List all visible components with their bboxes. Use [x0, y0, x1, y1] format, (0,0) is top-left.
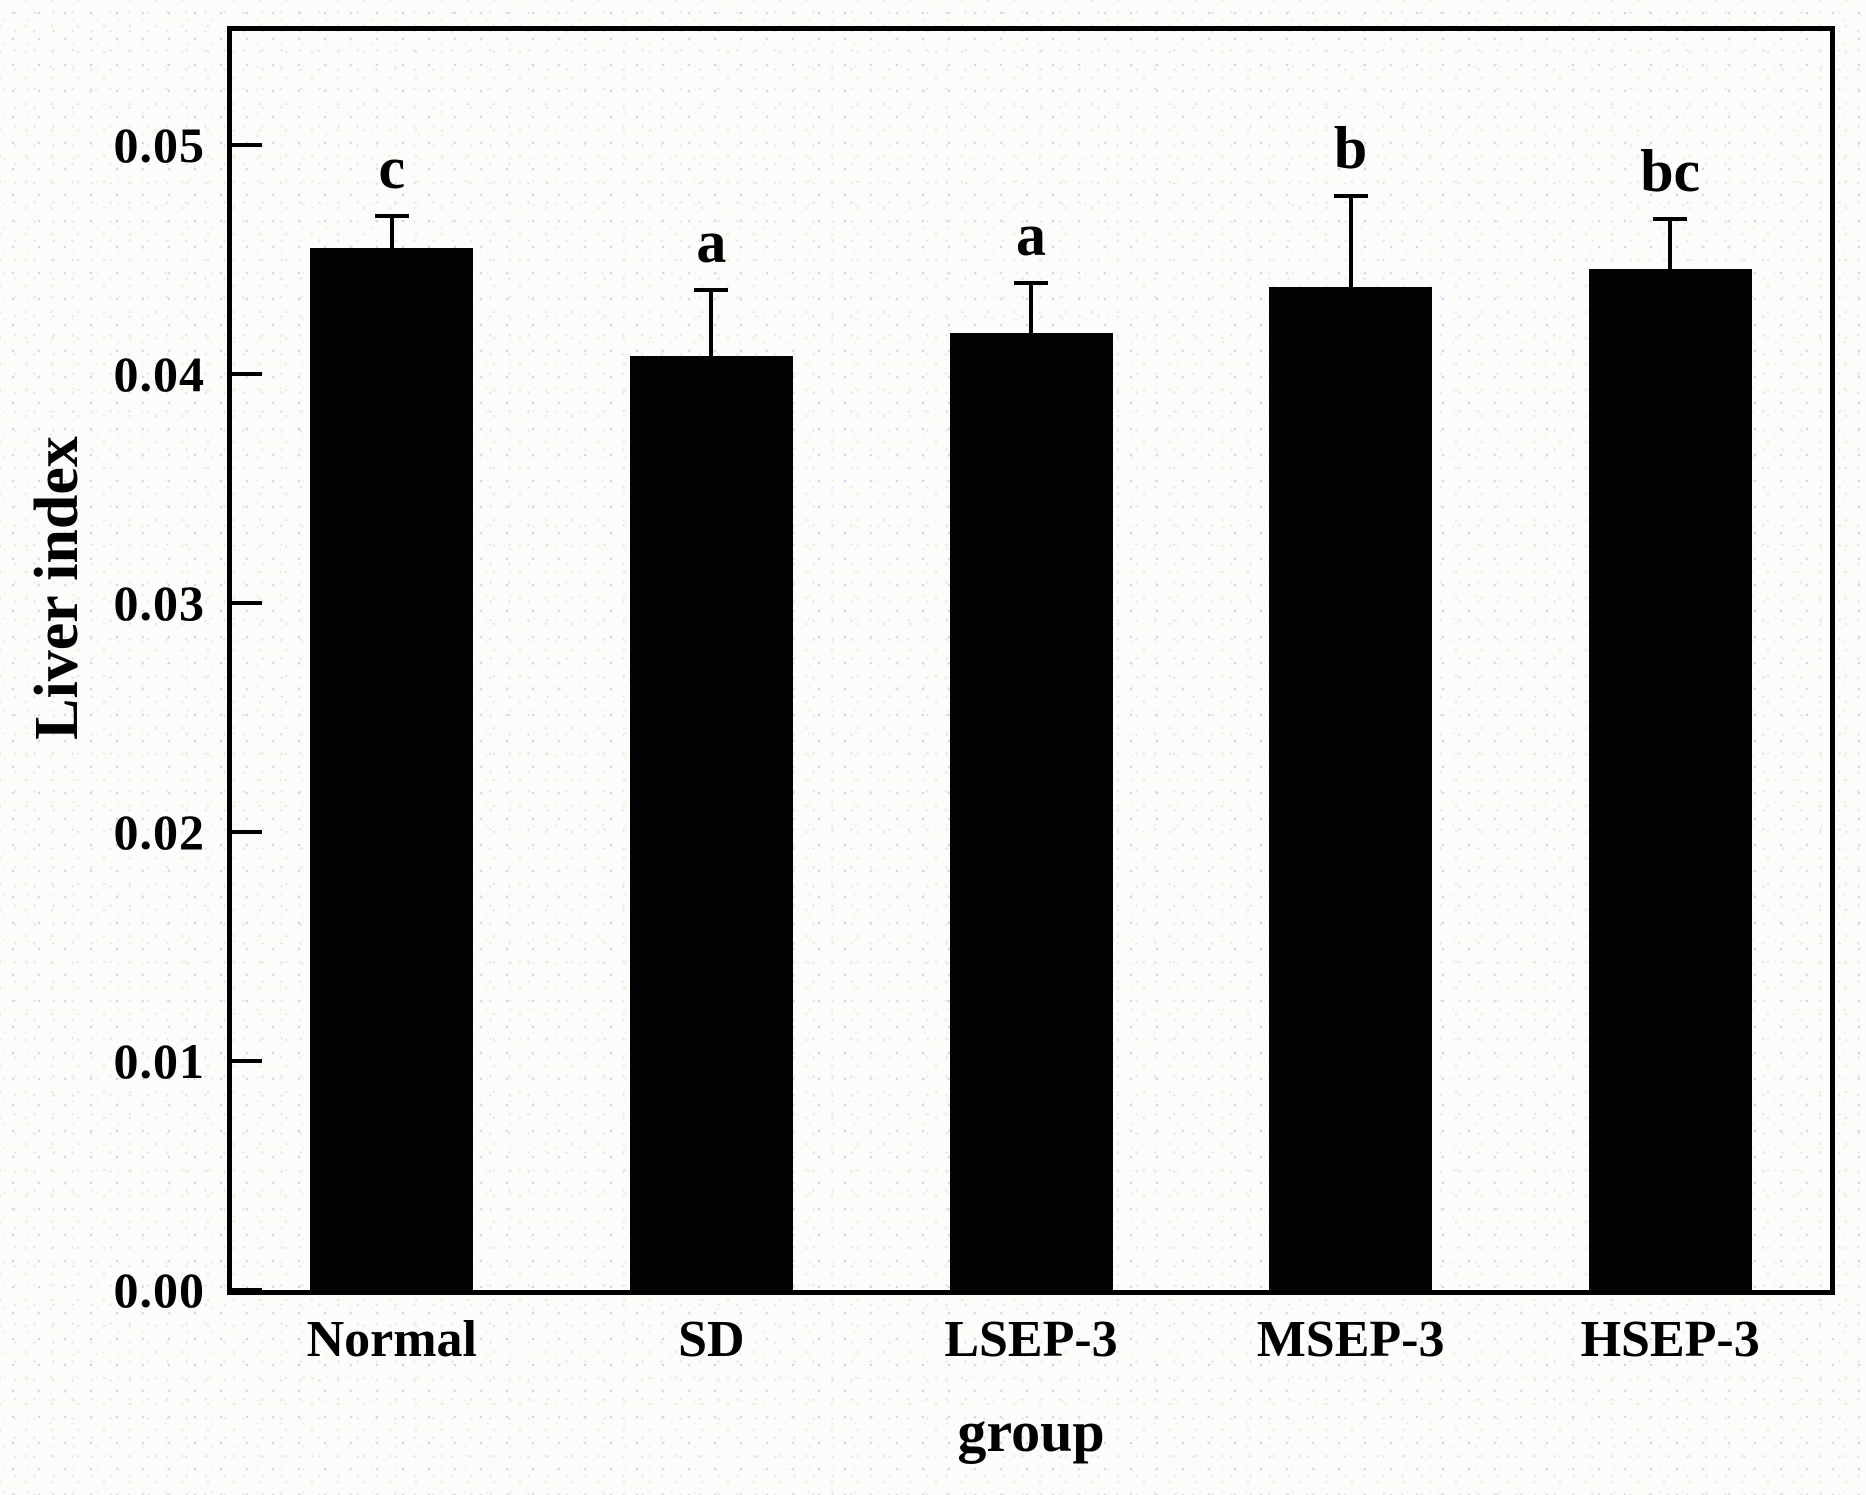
y-tick: [232, 372, 262, 377]
error-bar-stem: [709, 289, 714, 357]
y-tick-label: 0.01: [113, 1033, 205, 1090]
y-tick-label: 0.05: [113, 117, 205, 174]
y-tick: [232, 601, 262, 606]
significance-letter: b: [1333, 114, 1368, 181]
bar-lsep-3: [949, 333, 1113, 1290]
significance-letter: a: [696, 208, 727, 275]
error-bar-cap: [694, 287, 729, 292]
error-bar-cap: [1014, 280, 1048, 285]
y-tick: [232, 1059, 262, 1064]
y-tick-label: 0.02: [113, 804, 205, 861]
bar-hsep-3: [1588, 269, 1752, 1290]
x-category-label: Normal: [306, 1311, 477, 1368]
error-bar-stem: [1348, 195, 1353, 288]
x-axis-title: group: [957, 1399, 1105, 1464]
error-bar-stem: [389, 216, 394, 249]
bar-msep-3: [1269, 287, 1433, 1290]
y-tick-label: 0.04: [113, 346, 205, 403]
bar-sd: [629, 356, 793, 1290]
error-bar-cap: [374, 214, 409, 219]
y-tick-label: 0.03: [113, 575, 205, 632]
significance-letter: bc: [1640, 137, 1701, 204]
x-category-label: LSEP-3: [944, 1311, 1118, 1368]
error-bar-cap: [1653, 216, 1688, 221]
bar-normal: [310, 248, 474, 1290]
y-tick: [232, 830, 262, 835]
x-category-label: SD: [678, 1311, 745, 1368]
x-category-label: HSEP-3: [1580, 1311, 1760, 1368]
significance-letter: a: [1016, 201, 1046, 268]
y-tick-label: 0.00: [113, 1262, 205, 1318]
y-tick: [232, 1288, 262, 1292]
error-bar-stem: [1668, 218, 1673, 270]
error-bar-stem: [1029, 282, 1033, 334]
y-tick: [232, 143, 262, 148]
plot-area: [227, 26, 1835, 1295]
x-category-label: MSEP-3: [1256, 1311, 1445, 1368]
significance-letter: c: [378, 135, 406, 202]
error-bar-cap: [1333, 193, 1368, 198]
